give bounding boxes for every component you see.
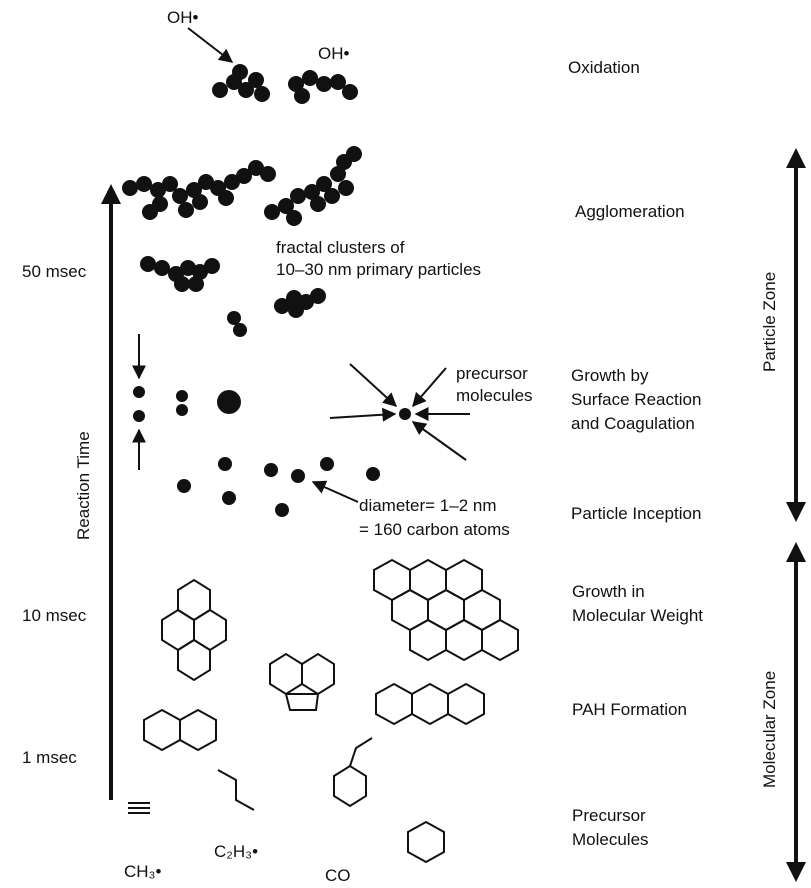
time-tick-1ms: 1 msec [22, 748, 77, 767]
inception-particles [177, 457, 380, 517]
reaction-time-label: Reaction Time [74, 431, 93, 540]
precursor-molecules-label-1: precursor [456, 364, 528, 383]
diameter-arrow [311, 480, 359, 503]
stage-precursor-1: Precursor [572, 806, 646, 825]
oxidation-clusters [212, 64, 358, 104]
stage-growth-surface-2: Surface Reaction [571, 390, 702, 409]
fractal-label-1: fractal clusters of [276, 238, 405, 257]
species-ch3: CH₃• [124, 862, 162, 881]
time-tick-50ms: 50 msec [22, 262, 87, 281]
agglomeration-clusters [122, 146, 362, 226]
stage-agglomeration: Agglomeration [575, 202, 685, 221]
fractal-clusters [140, 256, 326, 337]
stage-precursor-2: Molecules [572, 830, 649, 849]
stage-growth-surface-1: Growth by [571, 366, 649, 385]
stage-pah-formation: PAH Formation [572, 700, 687, 719]
time-tick-10ms: 10 msec [22, 606, 87, 625]
particle-zone-label: Particle Zone [760, 271, 779, 372]
oh-label-1: OH• [167, 8, 199, 27]
oh-arrow [187, 27, 234, 63]
pah-structures [128, 558, 519, 864]
diameter-label-2: = 160 carbon atoms [359, 520, 510, 539]
coagulation-particles [133, 386, 411, 422]
stage-oxidation: Oxidation [568, 58, 640, 77]
species-c2h3: C₂H₃• [214, 842, 259, 861]
stage-growth-mw-1: Growth in [572, 582, 645, 601]
precursor-molecules-label-2: molecules [456, 386, 533, 405]
molecular-zone-label: Molecular Zone [760, 670, 779, 788]
diameter-label-1: diameter= 1–2 nm [359, 496, 497, 515]
oh-label-2: OH• [318, 44, 350, 63]
species-co: CO [325, 866, 351, 885]
stage-growth-mw-2: Molecular Weight [572, 606, 704, 625]
stage-particle-inception: Particle Inception [571, 504, 702, 523]
precursor-arrows [329, 363, 470, 461]
fractal-label-2: 10–30 nm primary particles [276, 260, 482, 279]
stage-growth-surface-3: and Coagulation [571, 414, 695, 433]
